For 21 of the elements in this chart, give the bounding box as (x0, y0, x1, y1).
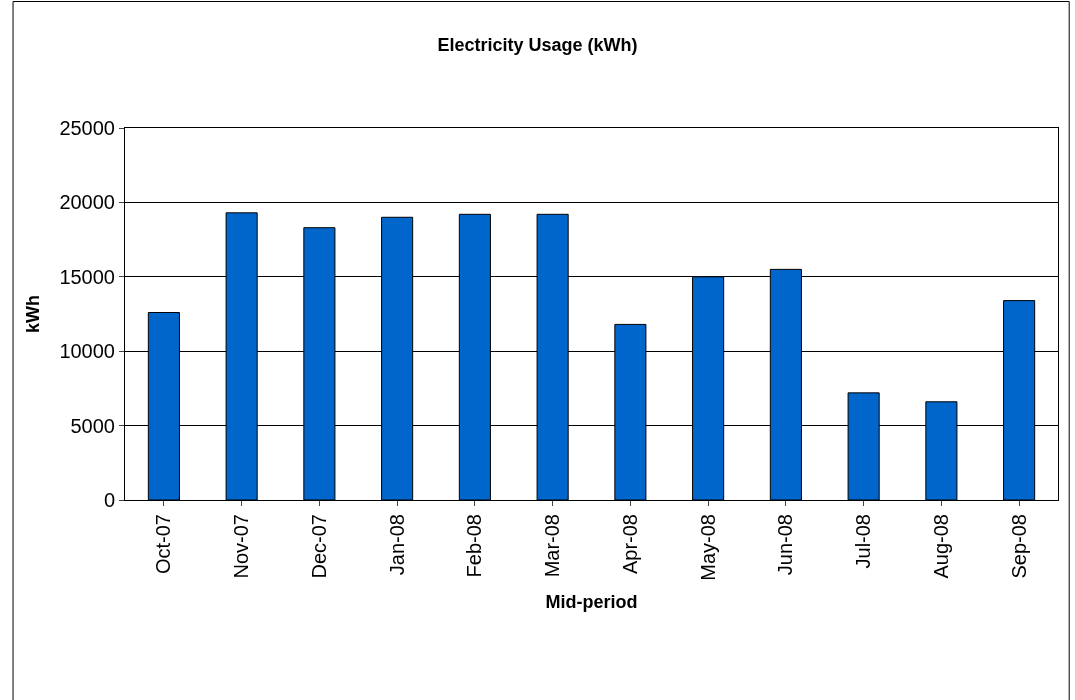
y-tick-label: 0 (103, 489, 115, 511)
x-tick-label: Nov-07 (230, 514, 253, 579)
x-tick-label: Aug-08 (929, 514, 952, 579)
y-tick-label: 20000 (59, 191, 115, 214)
x-tick-label: Jun-08 (774, 514, 797, 576)
x-tick-label: Feb-08 (463, 514, 486, 578)
x-tick-label: Jul-08 (852, 514, 875, 569)
x-tick-label: Mar-08 (541, 514, 564, 578)
chart-title: Electricity Usage (kWh) (437, 35, 638, 56)
x-tick-label: Jan-08 (385, 514, 408, 576)
x-tick-label: May-08 (696, 514, 719, 581)
y-tick-label: 5000 (70, 414, 115, 437)
y-tick-label: 25000 (59, 117, 115, 139)
x-tick-label: Sep-08 (1007, 514, 1030, 579)
x-axis-title: Mid-period (545, 591, 638, 612)
x-tick-label: Dec-07 (307, 514, 330, 579)
x-tick-label: Oct-07 (152, 514, 175, 575)
x-tick-label: Apr-08 (618, 514, 641, 575)
y-axis-title: kWh (22, 295, 43, 333)
y-tick-label: 10000 (59, 340, 115, 363)
y-tick-label: 15000 (59, 265, 115, 288)
